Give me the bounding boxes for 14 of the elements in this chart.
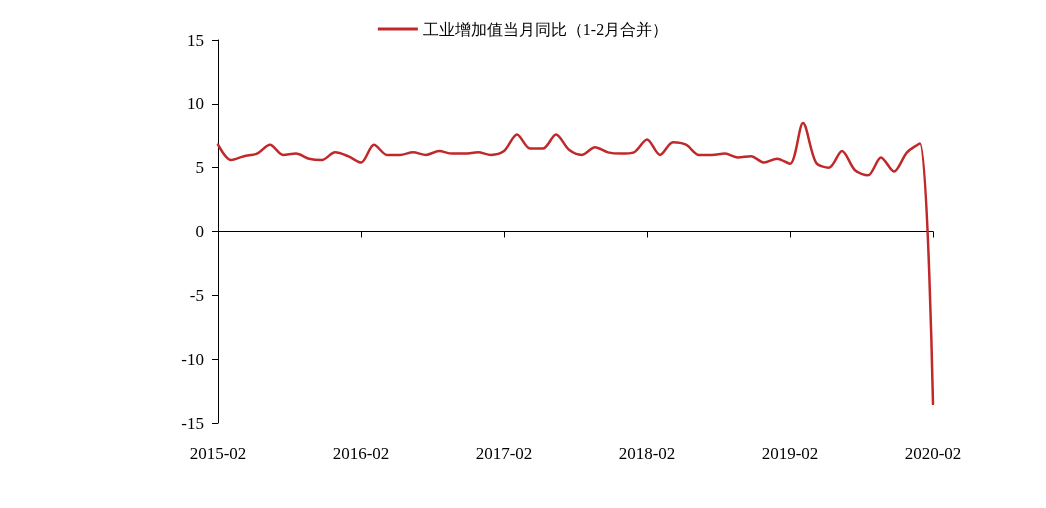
y-tick-label: 15	[187, 30, 204, 50]
x-tick-label: 2016-02	[332, 444, 390, 463]
y-tick-label: -15	[181, 413, 204, 433]
x-tick-label: 2015-02	[189, 444, 247, 463]
x-tick-label: 2018-02	[618, 444, 676, 463]
y-tick-label: 5	[195, 158, 204, 178]
x-tick-label: 2017-02	[475, 444, 533, 463]
y-tick-label: -5	[189, 285, 204, 305]
y-tick-label: 10	[187, 94, 204, 114]
y-tick-label: -10	[181, 349, 204, 369]
x-tick-label: 2019-02	[761, 444, 819, 463]
y-tick-label: 0	[195, 222, 204, 241]
x-tick-label: 2020-02	[904, 444, 962, 463]
legend-label: 工业增加值当月同比（1-2月合并）	[422, 20, 669, 38]
